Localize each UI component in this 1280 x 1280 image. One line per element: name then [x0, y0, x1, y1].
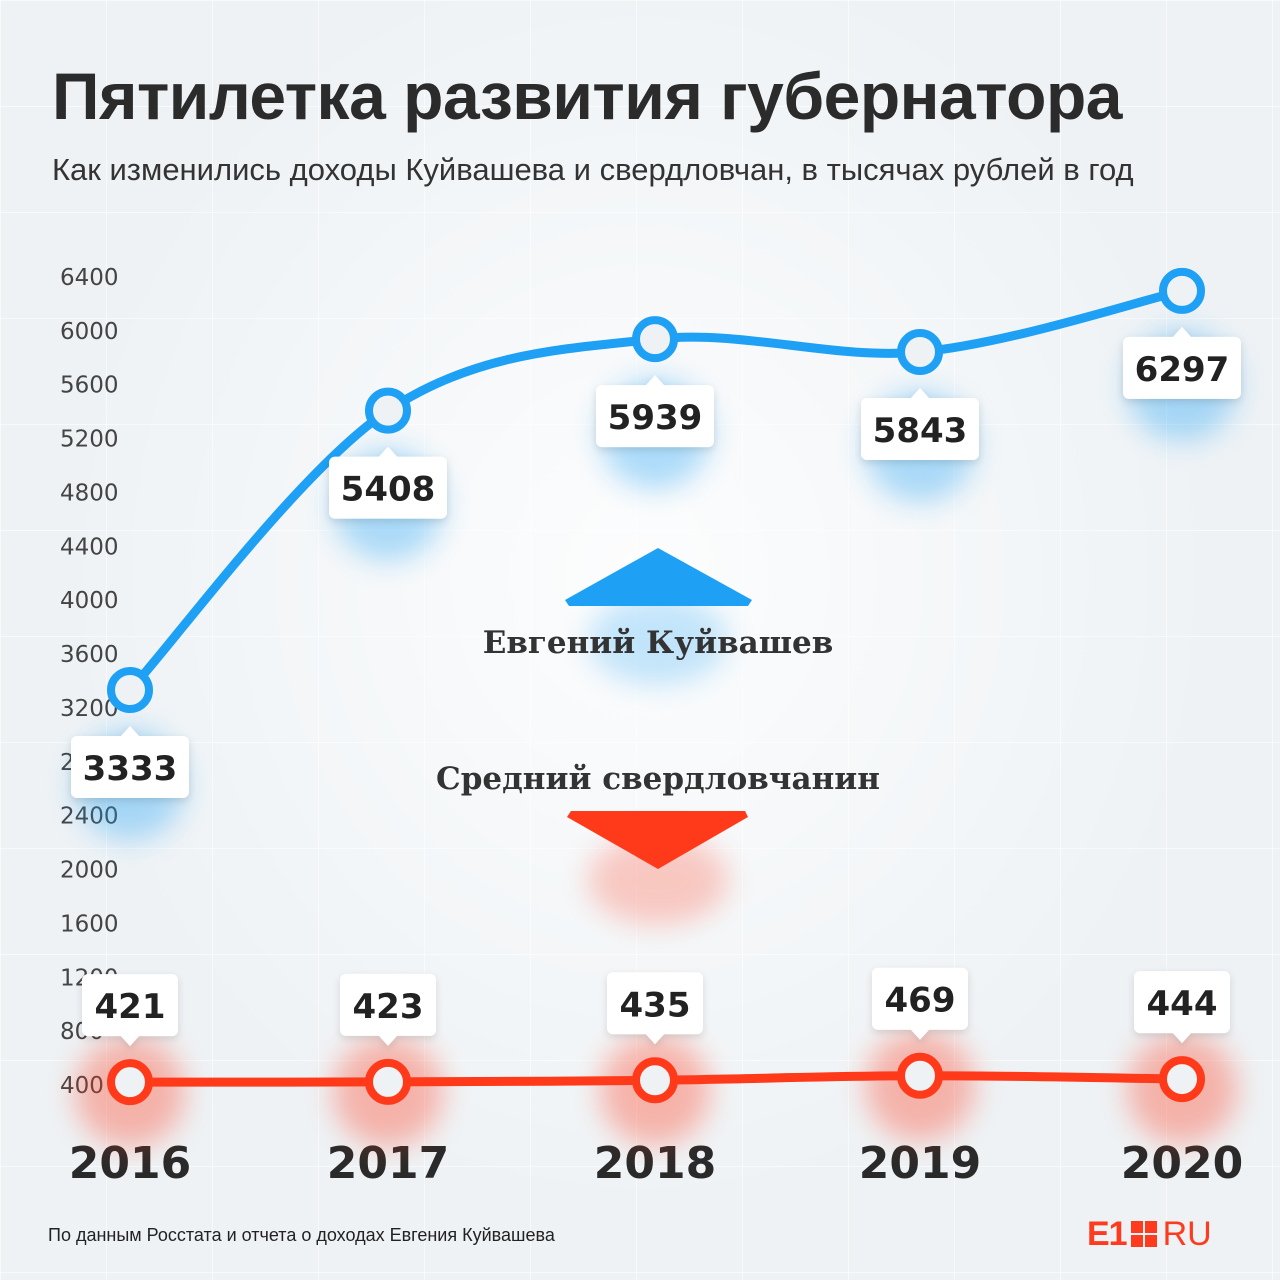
citizen-point: [1159, 1056, 1205, 1103]
logo-ru-text: RU: [1162, 1214, 1212, 1253]
label-pointer: [910, 1028, 930, 1040]
governor-value-label: 5843: [873, 411, 968, 451]
governor-data-label: [861, 388, 979, 461]
y-tick-label: 2000: [60, 858, 119, 884]
y-tick-label: 4400: [60, 534, 119, 560]
series-citizen: 421 423 435 469 444: [75, 967, 1237, 1148]
governor-point: [107, 667, 153, 714]
label-pointer: [1172, 1032, 1192, 1044]
governor-value-label: 5939: [608, 398, 703, 438]
citizen-point: [632, 1057, 678, 1104]
x-tick-label: 2020: [1121, 1138, 1243, 1189]
governor-point: [632, 316, 678, 363]
label-box: [1123, 336, 1241, 399]
label-box: [607, 972, 703, 1035]
legend: Евгений Куйвашев Средний свердловчанин: [436, 548, 880, 925]
label-box: [340, 973, 436, 1036]
x-tick-label: 2019: [859, 1138, 981, 1189]
series-layer: 3333 5408 5939 5843 6297 421 423 435 469 444: [71, 267, 1241, 1148]
label-pointer: [645, 1033, 665, 1045]
y-tick-label: 1600: [60, 911, 119, 937]
governor-data-label: [329, 446, 447, 519]
label-pointer: [120, 1035, 140, 1047]
citizen-data-label: [340, 973, 436, 1046]
citizen-value-label: 469: [885, 981, 956, 1021]
legend-governor-up-arrow-icon: [565, 548, 752, 606]
label-box: [596, 385, 714, 448]
governor-value-label: 3333: [83, 749, 178, 789]
page-subtitle: Как изменились доходы Куйвашева и свердл…: [52, 152, 1134, 187]
label-box: [82, 974, 178, 1037]
label-box: [1134, 971, 1230, 1034]
citizen-data-label: [82, 974, 178, 1047]
e1-logo[interactable]: E1 RU: [1087, 1214, 1212, 1253]
governor-value-label: 6297: [1135, 350, 1230, 390]
citizen-data-label: [1134, 971, 1230, 1044]
y-tick-label: 5200: [60, 427, 119, 453]
citizen-point: [365, 1058, 411, 1105]
legend-citizen-glow: [588, 835, 728, 925]
citizen-point: [107, 1059, 153, 1106]
label-box: [872, 967, 968, 1030]
label-pointer: [120, 726, 140, 738]
y-tick-label: 6000: [60, 319, 119, 345]
governor-data-label: [71, 726, 189, 799]
label-pointer: [910, 388, 930, 400]
y-tick-label: 4000: [60, 588, 119, 614]
y-tick-label: 3200: [60, 696, 119, 722]
x-axis: 2016 2017 2018 2019 2020: [69, 1138, 1243, 1189]
label-pointer: [378, 446, 398, 458]
label-box: [71, 736, 189, 799]
y-tick-label: 5600: [60, 373, 119, 399]
label-pointer: [645, 375, 665, 387]
y-tick-label: 6400: [60, 265, 119, 291]
label-box: [329, 456, 447, 519]
logo-e1-text: E1: [1087, 1214, 1128, 1253]
legend-governor-label: Евгений Куйвашев: [483, 625, 834, 661]
citizen-value-label: 444: [1147, 984, 1218, 1024]
source-note: По данным Росстата и отчета о доходах Ев…: [48, 1225, 555, 1245]
page-title: Пятилетка развития губернатора: [52, 59, 1123, 133]
governor-point: [365, 387, 411, 434]
y-tick-label: 3600: [60, 642, 119, 668]
citizen-data-label: [607, 972, 703, 1045]
governor-data-label: [1123, 326, 1241, 399]
legend-governor-glow: [588, 595, 728, 685]
citizen-point: [897, 1052, 943, 1099]
citizen-value-label: 421: [95, 987, 166, 1027]
citizen-value-label: 435: [620, 985, 691, 1025]
logo-square-icon: [1130, 1221, 1157, 1247]
citizen-value-label: 423: [353, 987, 424, 1027]
citizen-data-label: [872, 967, 968, 1040]
legend-citizen-label: Средний свердловчанин: [436, 761, 880, 797]
series-governor: 3333 5408 5939 5843 6297: [71, 267, 1241, 841]
governor-point: [1159, 267, 1205, 314]
label-pointer: [1172, 326, 1192, 338]
label-pointer: [378, 1034, 398, 1046]
y-tick-label: 4800: [60, 480, 119, 506]
governor-value-label: 5408: [341, 470, 436, 510]
label-box: [861, 398, 979, 461]
x-tick-label: 2018: [594, 1138, 716, 1189]
governor-point: [897, 329, 943, 376]
governor-data-label: [596, 375, 714, 448]
legend-citizen-down-arrow-icon: [567, 811, 748, 869]
